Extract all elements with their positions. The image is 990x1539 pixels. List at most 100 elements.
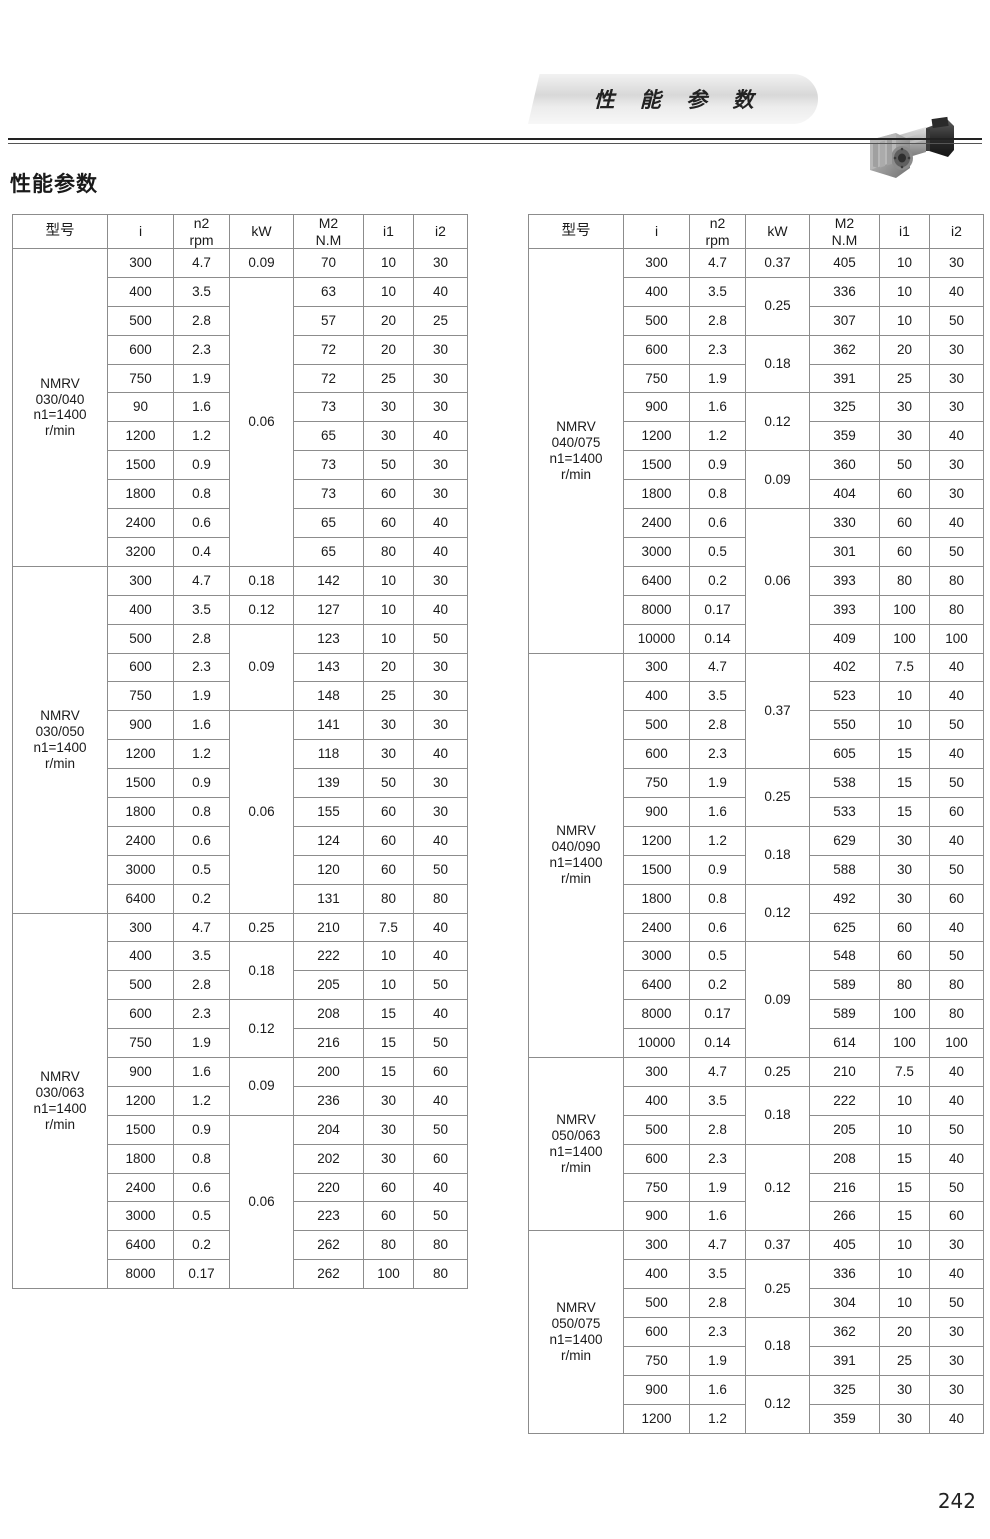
- cell-i: 1800: [623, 479, 690, 510]
- cell-i2: 50: [413, 623, 468, 654]
- cell-m2: 614: [809, 1028, 880, 1058]
- cell-i1: 30: [363, 421, 414, 452]
- cell-m2: 393: [809, 565, 880, 596]
- cell-n2: 0.2: [689, 565, 746, 596]
- table-row: 1200 1.2 118 30 40: [13, 739, 468, 770]
- cell-m2: 359: [809, 1403, 880, 1434]
- cell-i: 3000: [623, 536, 690, 567]
- cell-i1: 20: [879, 1316, 930, 1347]
- cell-m2: 405: [809, 248, 880, 278]
- cell-m2: 409: [809, 623, 880, 654]
- table-row: 1500 0.9 0.06 204 30 50: [13, 1114, 468, 1290]
- cell-n2: 4.7: [173, 565, 230, 596]
- cell-kw: 0.18: [745, 1316, 810, 1376]
- cell-i2: 50: [929, 854, 984, 885]
- spec-table-right: 型号 i n2 rpm kW M2 N.M i1 i2 NMRV 040/075…: [528, 213, 984, 1434]
- cell-i1: 25: [879, 1345, 930, 1376]
- cell-i2: 30: [929, 450, 984, 481]
- cell-i2: 40: [413, 999, 468, 1030]
- cell-m2: 142: [293, 565, 364, 596]
- cell-m2: 589: [809, 999, 880, 1030]
- cell-i2: 50: [929, 305, 984, 336]
- col-header-m2: M2 N.M: [809, 213, 880, 250]
- cell-kw: 0.09: [745, 941, 810, 1058]
- cell-i1: 80: [363, 536, 414, 567]
- cell-n2: 0.4: [173, 536, 230, 567]
- table-row: 1500 0.9 588 30 50: [529, 854, 984, 885]
- cell-i: 6400: [107, 1230, 174, 1261]
- spec-table-left: 型号 i n2 rpm kW M2 N.M i1 i2 NMRV 030/040…: [12, 213, 468, 1290]
- cell-i: 750: [623, 1172, 690, 1203]
- col-header-i: i: [107, 213, 174, 250]
- cell-m2: 330: [809, 508, 880, 538]
- cell-n2: 0.5: [689, 941, 746, 972]
- cell-i1: 10: [363, 941, 414, 972]
- cell-m2: 266: [809, 1201, 880, 1232]
- table-row: 2400 0.6 220 60 40: [13, 1172, 468, 1203]
- cell-i2: 100: [929, 623, 984, 654]
- cell-i1: 10: [879, 248, 930, 278]
- page-header: 性 能 参 数: [0, 58, 990, 178]
- cell-m2: 404: [809, 479, 880, 510]
- cell-i1: 50: [363, 450, 414, 481]
- cell-n2: 2.8: [689, 1288, 746, 1318]
- cell-i2: 60: [413, 1056, 468, 1087]
- col-header-i: i: [623, 213, 690, 250]
- cell-i2: 50: [413, 1114, 468, 1145]
- cell-i1: 60: [879, 912, 930, 943]
- col-header-i2: i2: [413, 213, 468, 250]
- cell-i: 900: [623, 1201, 690, 1232]
- cell-m2: 359: [809, 421, 880, 452]
- cell-n2: 0.17: [173, 1259, 230, 1290]
- cell-n2: 2.8: [689, 710, 746, 741]
- cell-kw: 0.12: [229, 594, 294, 625]
- cell-i: 600: [623, 1143, 690, 1174]
- cell-i2: 50: [929, 1114, 984, 1145]
- cell-i1: 10: [879, 276, 930, 307]
- cell-n2: 1.6: [173, 710, 230, 741]
- cell-m2: 139: [293, 768, 364, 798]
- cell-n2: 1.6: [173, 392, 230, 423]
- cell-i1: 10: [363, 623, 414, 654]
- cell-i2: 80: [929, 565, 984, 596]
- cell-i1: 50: [879, 450, 930, 481]
- cell-i: 300: [107, 248, 174, 278]
- cell-n2: 0.8: [173, 1143, 230, 1174]
- table-row: 500 2.8 307 10 50: [529, 305, 984, 336]
- cell-i: 900: [623, 796, 690, 827]
- cell-i: 400: [623, 1259, 690, 1290]
- cell-i1: 30: [879, 392, 930, 423]
- cell-m2: 148: [293, 681, 364, 712]
- cell-m2: 65: [293, 421, 364, 452]
- cell-i2: 30: [929, 248, 984, 278]
- cell-i: 900: [623, 1374, 690, 1405]
- cell-n2: 0.5: [173, 1201, 230, 1232]
- model-cell: NMRV 040/075 n1=1400 r/min: [528, 248, 624, 654]
- cell-kw: 0.06: [229, 710, 294, 914]
- cell-kw: 0.12: [745, 1143, 810, 1232]
- cell-i: 2400: [623, 912, 690, 943]
- cell-i1: 15: [879, 768, 930, 798]
- cell-kw: 0.37: [745, 652, 810, 770]
- cell-i2: 40: [929, 1143, 984, 1174]
- cell-m2: 143: [293, 652, 364, 683]
- cell-i: 3000: [107, 1201, 174, 1232]
- cell-i: 400: [107, 941, 174, 972]
- table-row: NMRV 030/063 n1=1400 r/min 300 4.7 0.25 210 7…: [12, 912, 468, 1290]
- cell-m2: 236: [293, 1085, 364, 1116]
- cell-n2: 1.2: [689, 1403, 746, 1434]
- cell-n2: 1.9: [689, 768, 746, 798]
- cell-i: 1800: [107, 479, 174, 510]
- cell-n2: 0.2: [173, 883, 230, 914]
- cell-i: 400: [623, 1085, 690, 1116]
- cell-i1: 80: [879, 970, 930, 1001]
- table-row: 600 2.3 0.18 362 20 30: [529, 334, 984, 394]
- cell-n2: 1.9: [689, 1345, 746, 1376]
- col-header-n2-unit: rpm: [189, 231, 214, 248]
- cell-m2: 222: [293, 941, 364, 972]
- cell-n2: 1.6: [689, 392, 746, 423]
- cell-i1: 20: [363, 305, 414, 336]
- cell-n2: 2.3: [689, 334, 746, 365]
- banner-shape: [528, 74, 818, 124]
- cell-i1: 15: [879, 1172, 930, 1203]
